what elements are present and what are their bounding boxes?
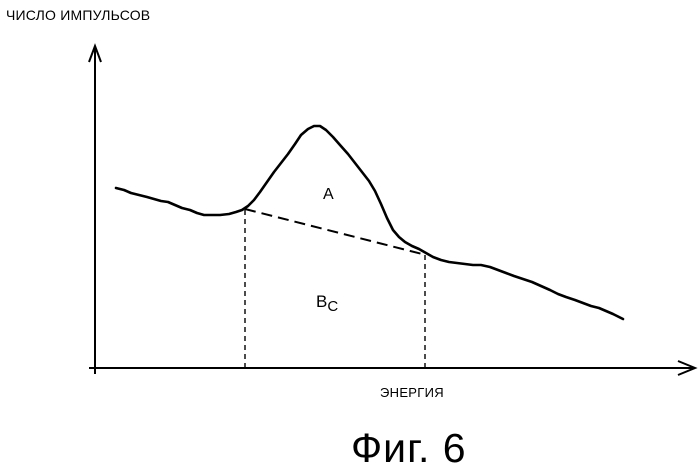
background-baseline [244,208,427,256]
spectrum-curve [114,124,625,321]
region-background-subscript: C [327,298,339,315]
figure-caption: Фиг. 6 [351,425,467,471]
region-background-letter: B [316,292,328,311]
x-axis-arrowhead [677,360,698,376]
region-peak-label: A [323,186,334,203]
x-axis-label: ЭНЕРГИЯ [380,385,444,400]
y-axis-label: ЧИСЛО ИМПУЛЬСОВ [6,7,151,23]
region-background-label: BC [316,292,339,315]
y-axis-arrowhead [88,43,102,63]
